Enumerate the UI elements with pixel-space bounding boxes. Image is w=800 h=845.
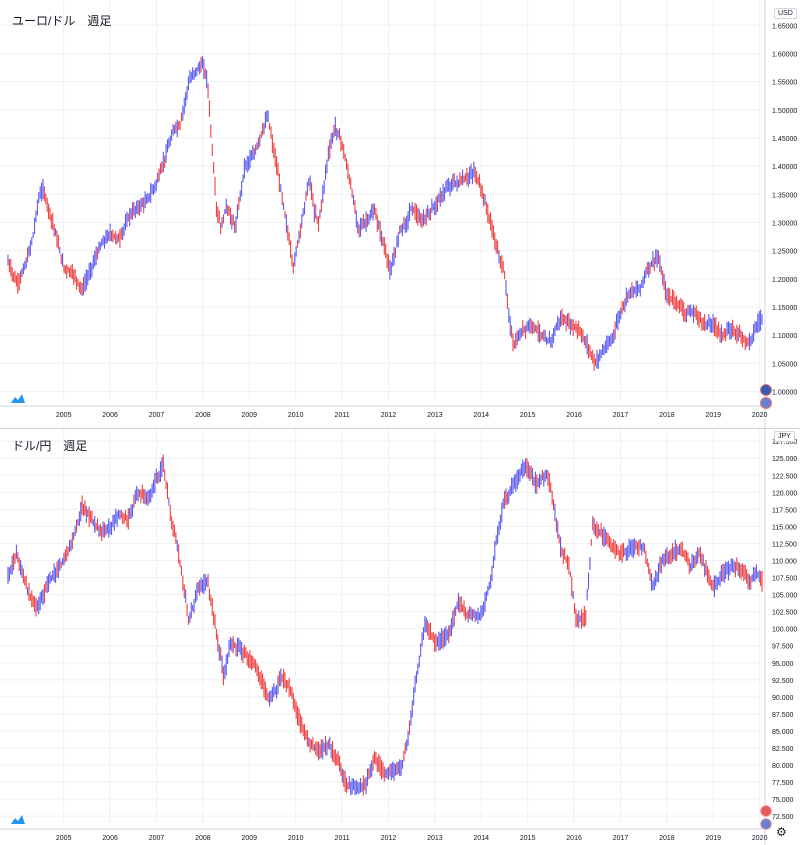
x-tick-label: 2014 (473, 835, 489, 842)
y-tick-label: 1.15000 (772, 305, 797, 312)
y-tick-label: 120.000 (772, 490, 797, 497)
y-tick-label: 1.55000 (772, 80, 797, 87)
y-tick-label: 1.10000 (772, 333, 797, 340)
eurusd-chart[interactable]: 1.00000 1.05000 1.10000 1.15000 1.20000 1.250… (0, 0, 800, 428)
y-tick-label: 1.00000 (772, 390, 797, 397)
y-tick-label: 87.500 (772, 712, 794, 719)
x-tick-label: 2012 (381, 835, 397, 842)
eurusd-chart-panel[interactable]: 1.00000 1.05000 1.10000 1.15000 1.20000 1.250… (0, 0, 800, 428)
x-tick-label: 2011 (335, 412, 350, 419)
y-tick-label: 1.65000 (772, 23, 797, 30)
usdjpy-chart-panel[interactable]: 72.500 75.000 77.500 80.000 82.500 85.000 87.5… (0, 428, 800, 845)
y-tick-label: 90.000 (772, 695, 794, 702)
last-price-marker-icon[interactable] (760, 805, 772, 817)
usdjpy-title: ドル/円 週足 (12, 439, 88, 453)
y-tick-label: 102.500 (772, 610, 797, 617)
y-tick-label: 1.60000 (772, 51, 797, 58)
x-tick-label: 2011 (335, 835, 350, 842)
y-tick-label: 1.25000 (772, 249, 797, 256)
x-tick-label: 2010 (288, 412, 304, 419)
x-tick-label: 2005 (56, 412, 72, 419)
last-price-marker-icon[interactable] (760, 397, 772, 409)
y-tick-label: 1.35000 (772, 192, 797, 199)
y-tick-label: 110.000 (772, 559, 797, 566)
y-tick-label: 1.45000 (772, 136, 797, 143)
x-tick-label: 2006 (102, 835, 118, 842)
y-tick-label: 117.500 (772, 507, 797, 514)
y-tick-label: 122.500 (772, 473, 797, 480)
x-tick-label: 2009 (241, 412, 257, 419)
last-price-marker-icon[interactable] (760, 818, 772, 830)
y-tick-label: 95.000 (772, 661, 794, 668)
x-tick-label: 2008 (195, 412, 211, 419)
x-tick-label: 2007 (149, 835, 165, 842)
candles (7, 56, 763, 371)
y-tick-label: 72.500 (772, 814, 794, 821)
usd-currency-badge: USD (774, 8, 797, 19)
x-tick-label: 2017 (613, 412, 629, 419)
y-tick-label: 80.000 (772, 763, 794, 770)
y-tick-label: 85.000 (772, 729, 794, 736)
usdjpy-chart[interactable]: 72.500 75.000 77.500 80.000 82.500 85.000 87.5… (0, 429, 800, 845)
x-tick-label: 2010 (288, 835, 304, 842)
jpy-currency-badge: JPY (774, 431, 795, 442)
y-tick-label: 77.500 (772, 780, 794, 787)
y-tick-label: 107.500 (772, 576, 797, 583)
gear-icon[interactable]: ⚙ (776, 825, 787, 839)
last-price-marker-icon[interactable] (760, 384, 772, 396)
y-tick-label: 100.000 (772, 627, 797, 634)
candles (7, 454, 763, 796)
y-tick-label: 1.05000 (772, 361, 797, 368)
y-tick-label: 1.30000 (772, 220, 797, 227)
x-tick-label: 2020 (752, 412, 768, 419)
tradingview-logo-icon[interactable] (10, 813, 26, 825)
eurusd-title: ユーロ/ドル 週足 (12, 14, 112, 28)
x-tick-label: 2018 (659, 412, 675, 419)
tradingview-logo-icon[interactable] (10, 392, 26, 404)
y-tick-label: 127.500 (772, 439, 797, 446)
grid (0, 0, 762, 400)
x-tick-label: 2013 (427, 835, 443, 842)
y-tick-label: 112.500 (772, 541, 797, 548)
x-tick-label: 2018 (659, 835, 675, 842)
x-tick-label: 2019 (705, 412, 721, 419)
y-tick-label: 1.40000 (772, 164, 797, 171)
x-tick-label: 2007 (149, 412, 165, 419)
y-tick-label: 105.000 (772, 593, 797, 600)
x-tick-label: 2019 (705, 835, 721, 842)
y-tick-label: 1.20000 (772, 277, 797, 284)
y-tick-label: 82.500 (772, 746, 794, 753)
x-tick-label: 2016 (566, 412, 582, 419)
y-tick-label: 75.000 (772, 797, 794, 804)
x-tick-label: 2005 (56, 835, 72, 842)
x-tick-label: 2015 (520, 412, 536, 419)
x-tick-label: 2014 (473, 412, 489, 419)
y-tick-label: 97.500 (772, 644, 794, 651)
y-tick-label: 92.500 (772, 678, 794, 685)
y-tick-label: 1.50000 (772, 108, 797, 115)
y-tick-label: 115.000 (772, 524, 797, 531)
x-tick-label: 2009 (241, 835, 257, 842)
x-tick-label: 2012 (381, 412, 397, 419)
x-tick-label: 2017 (613, 835, 629, 842)
y-tick-label: 125.000 (772, 456, 797, 463)
x-tick-label: 2008 (195, 835, 211, 842)
x-tick-label: 2020 (752, 835, 768, 842)
x-tick-label: 2013 (427, 412, 443, 419)
x-tick-label: 2016 (566, 835, 582, 842)
x-tick-label: 2015 (520, 835, 536, 842)
x-tick-label: 2006 (102, 412, 118, 419)
